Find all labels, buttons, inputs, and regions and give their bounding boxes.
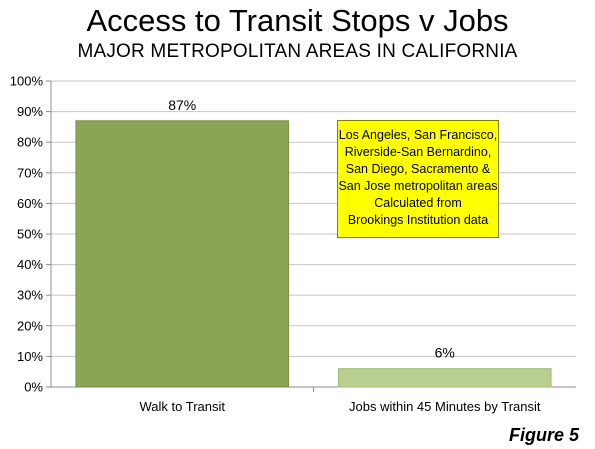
y-tick-label: 90%	[17, 104, 43, 119]
y-tick-label: 10%	[17, 349, 43, 364]
x-category-label: Walk to Transit	[140, 399, 226, 414]
y-tick-label: 50%	[17, 227, 43, 242]
note-line: Los Angeles, San Francisco,	[338, 128, 498, 142]
y-tick-label: 30%	[17, 288, 43, 303]
x-category-label: Jobs within 45 Minutes by Transit	[349, 399, 541, 414]
y-tick-label: 70%	[17, 165, 43, 180]
y-tick-label: 0%	[24, 380, 43, 395]
data-label: 87%	[168, 97, 196, 113]
y-tick-label: 60%	[17, 196, 43, 211]
data-label: 6%	[435, 345, 455, 361]
note-line: Calculated from	[374, 196, 462, 210]
bar	[337, 368, 552, 388]
y-tick-label: 40%	[17, 257, 43, 272]
chart-title: Access to Transit Stops v Jobs	[86, 3, 509, 38]
note-line: San Jose metropolitan areas	[338, 179, 498, 193]
y-tick-label: 20%	[17, 318, 43, 333]
figure-label: Figure 5	[508, 425, 579, 445]
bar	[75, 120, 290, 388]
chart-subtitle: MAJOR METROPOLITAN AREAS IN CALIFORNIA	[77, 41, 518, 62]
y-tick-label: 100%	[10, 74, 44, 89]
note-line: San Diego, Sacramento &	[345, 162, 491, 176]
y-tick-label: 80%	[17, 135, 43, 150]
note-line: Riverside-San Bernardino,	[344, 145, 492, 159]
source-note: Los Angeles, San Francisco, Riverside-Sa…	[337, 120, 499, 238]
note-line: Brookings Institution data	[347, 213, 489, 227]
